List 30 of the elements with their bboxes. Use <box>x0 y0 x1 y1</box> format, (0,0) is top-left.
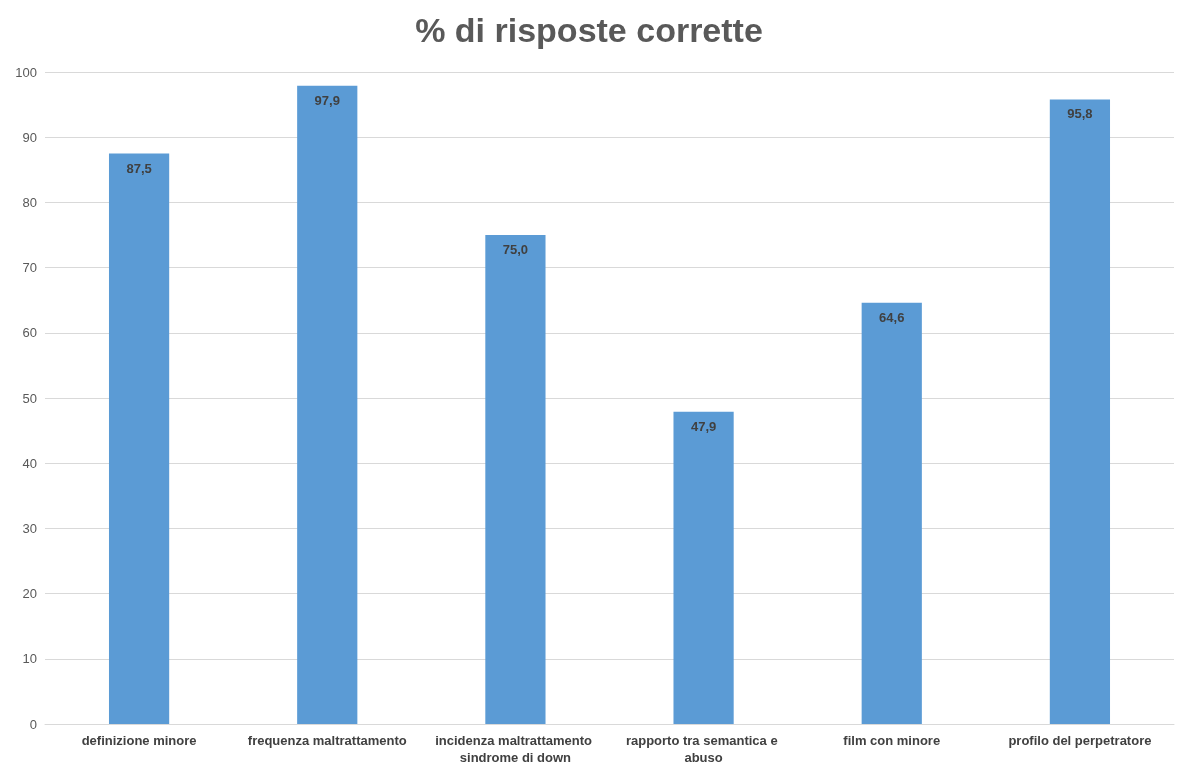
y-tick-label: 100 <box>15 64 37 80</box>
x-tick-label: film con minore <box>843 733 941 748</box>
data-label: 95,8 <box>1067 106 1093 122</box>
y-tick-label: 70 <box>22 260 37 276</box>
bar <box>673 411 734 724</box>
y-tick-label: 40 <box>22 455 37 471</box>
x-tick-label: rapporto tra semantica e abuso <box>625 733 782 765</box>
x-tick-label: definizione minore <box>81 733 197 748</box>
data-label: 64,6 <box>879 309 905 325</box>
bar <box>485 235 546 724</box>
x-tick-label: profilo del perpetratore <box>1008 733 1152 748</box>
bar <box>297 85 358 724</box>
y-tick-label: 80 <box>22 194 37 210</box>
y-tick-label: 20 <box>22 586 37 602</box>
chart-title: % di risposte corrette <box>415 11 763 49</box>
y-tick-label: 0 <box>29 716 37 732</box>
x-tick-label: frequenza maltrattamento <box>247 733 407 748</box>
bar <box>1049 99 1111 724</box>
data-label: 97,9 <box>314 92 340 108</box>
bar <box>861 302 922 724</box>
y-tick-label: 90 <box>22 129 37 145</box>
x-tick-label: incidenza maltrattamento sindrome di down <box>435 733 596 765</box>
y-tick-label: 10 <box>22 651 37 667</box>
y-tick-label: 30 <box>22 520 37 536</box>
data-label: 87,5 <box>126 160 152 176</box>
y-tick-label: 60 <box>22 325 37 341</box>
bar <box>108 153 170 724</box>
y-tick-label: 50 <box>22 390 37 406</box>
data-label: 75,0 <box>502 242 529 257</box>
data-label: 47,9 <box>690 418 717 434</box>
